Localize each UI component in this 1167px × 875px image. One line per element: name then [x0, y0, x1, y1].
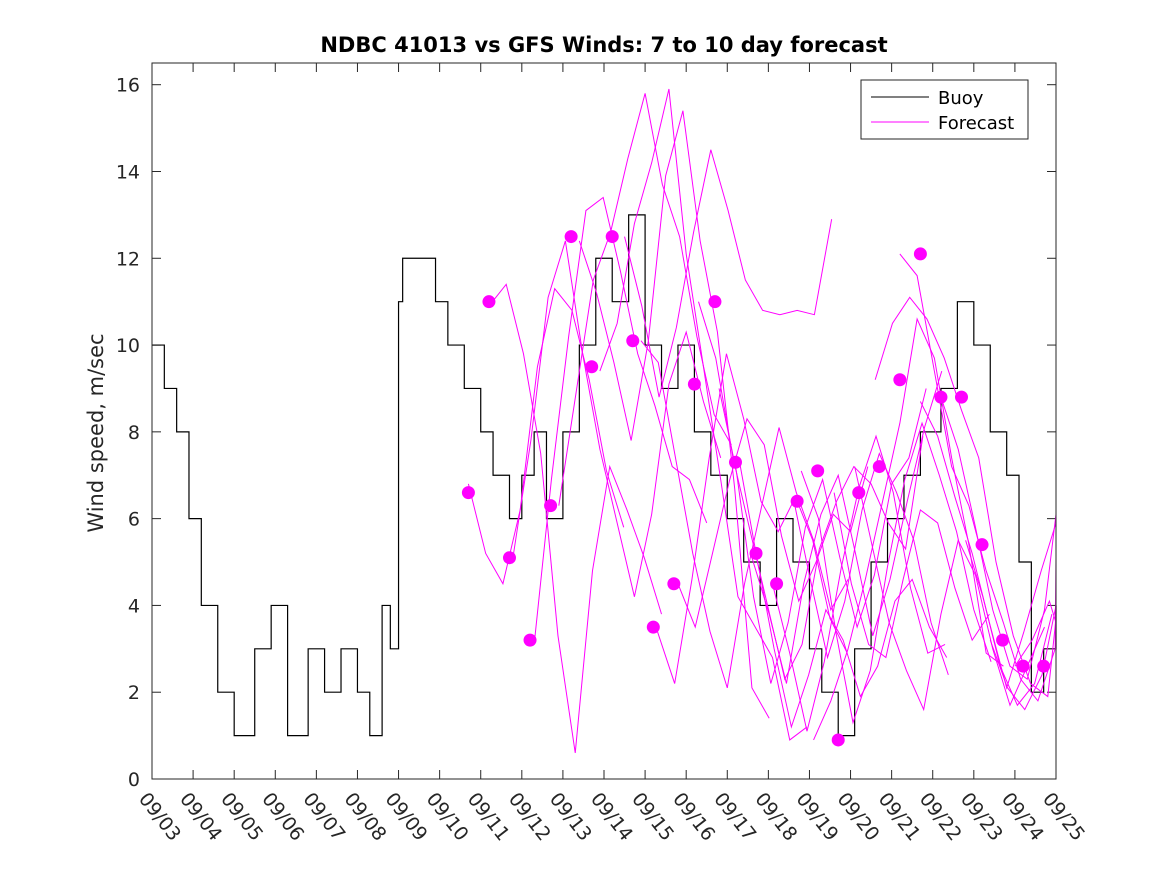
chart-title: NDBC 41013 vs GFS Winds: 7 to 10 day for… — [320, 33, 887, 57]
legend-label-forecast: Forecast — [938, 113, 1014, 134]
forecast-series-line — [624, 149, 833, 398]
y-tick-label: 12 — [116, 248, 140, 270]
buoy-series-line — [152, 214, 1057, 737]
x-tick-label: 09/13 — [545, 789, 596, 846]
x-tick-label: 09/23 — [956, 789, 1007, 846]
forecast-series-line — [677, 417, 869, 629]
legend-box — [860, 79, 1029, 140]
x-tick-label: 09/25 — [1038, 789, 1089, 846]
forecast-series-line — [656, 353, 848, 684]
forecast-marker — [975, 538, 989, 552]
axes-frame — [151, 62, 1057, 780]
forecast-marker — [461, 486, 475, 500]
forecast-marker — [605, 230, 619, 244]
forecast-series-line — [751, 370, 943, 684]
forecast-series-line — [940, 396, 1057, 681]
forecast-marker — [872, 460, 886, 474]
forecast-marker — [790, 494, 804, 508]
x-tick-label: 09/15 — [627, 789, 678, 846]
x-tick-label: 09/10 — [422, 789, 473, 846]
forecast-markers — [461, 230, 1051, 747]
forecast-series-line — [488, 283, 663, 754]
y-tick-label: 16 — [116, 75, 140, 97]
x-tick-label: 09/04 — [175, 789, 226, 846]
legend-label-buoy: Buoy — [938, 88, 984, 109]
forecast-marker — [1037, 659, 1051, 673]
forecast-marker — [523, 633, 537, 647]
forecast-series-line — [800, 421, 992, 725]
forecast-marker — [544, 499, 558, 513]
x-tick-label: 09/22 — [915, 789, 966, 846]
x-tick-label: 09/17 — [709, 789, 760, 846]
forecast-series-line — [599, 88, 808, 741]
forecast-series-line — [718, 388, 927, 684]
x-tick-label: 09/07 — [298, 789, 349, 846]
forecast-series-line — [640, 340, 849, 689]
forecast-marker — [502, 551, 516, 565]
forecast-marker — [728, 455, 742, 469]
forecast-series-line — [513, 240, 722, 597]
y-tick-label: 2 — [128, 682, 140, 704]
x-tick-label: 09/24 — [997, 789, 1048, 846]
forecast-marker — [913, 247, 927, 261]
forecast-marker — [811, 464, 825, 478]
forecast-series-line — [854, 466, 1045, 712]
y-tick-label: 8 — [128, 422, 140, 444]
axes-box — [151, 62, 1057, 780]
x-tick-label: 09/16 — [668, 789, 719, 846]
y-tick-label: 0 — [128, 769, 140, 791]
forecast-series-line — [833, 492, 990, 659]
x-tick-labels: 09/0309/0409/0509/0609/0709/0809/0909/10… — [134, 789, 1089, 846]
x-tick-label: 09/18 — [750, 789, 801, 846]
x-tick-label: 09/19 — [792, 789, 843, 846]
y-tick-label: 10 — [116, 335, 140, 357]
y-tick-label: 14 — [116, 161, 140, 183]
forecast-marker — [482, 295, 496, 309]
y-tick-label: 6 — [128, 509, 140, 531]
y-tick-label: 4 — [128, 595, 140, 617]
x-tick-label: 09/08 — [340, 789, 391, 846]
forecast-marker — [893, 373, 907, 387]
x-tick-label: 09/03 — [134, 789, 185, 846]
y-tick-labels: 0 2 4 6 8 10 12 14 16 — [116, 75, 140, 791]
forecast-series-line — [965, 540, 1053, 707]
forecast-marker — [749, 546, 763, 560]
x-tick-label: 09/21 — [874, 789, 925, 846]
x-tick-label: 09/11 — [463, 789, 514, 846]
forecast-series-line — [899, 253, 1057, 702]
forecast-marker — [585, 360, 599, 374]
x-tick-label: 09/05 — [216, 789, 267, 846]
x-tick-label: 09/09 — [381, 789, 432, 846]
y-axis-label: Wind speed, m/sec — [84, 333, 108, 532]
x-tick-label: 09/20 — [833, 789, 884, 846]
x-tick-label: 09/12 — [504, 789, 555, 846]
y-axis-label-group: Wind speed, m/sec — [84, 333, 108, 532]
forecast-marker — [687, 377, 701, 391]
forecast-series-line — [792, 452, 949, 676]
forecast-marker — [646, 620, 660, 634]
forecast-marker — [770, 577, 784, 591]
forecast-marker — [934, 390, 948, 404]
forecast-marker — [626, 334, 640, 348]
plot-area — [152, 63, 1056, 779]
forecast-marker — [954, 390, 968, 404]
forecast-marker — [996, 633, 1010, 647]
x-tick-label: 09/06 — [257, 789, 308, 846]
forecast-series-line — [1014, 599, 1057, 667]
forecast-marker — [1016, 659, 1030, 673]
forecast-series-line — [739, 462, 948, 729]
forecast-series-line — [467, 287, 625, 586]
plot-background — [152, 63, 1056, 779]
legend: Buoy Forecast — [860, 79, 1029, 140]
forecast-marker — [831, 733, 845, 747]
x-tick-label: 09/14 — [586, 789, 637, 846]
forecast-marker — [852, 486, 866, 500]
forecast-marker — [667, 577, 681, 591]
forecast-marker — [708, 295, 722, 309]
forecast-series-line — [813, 317, 1004, 741]
forecast-marker — [564, 230, 578, 244]
